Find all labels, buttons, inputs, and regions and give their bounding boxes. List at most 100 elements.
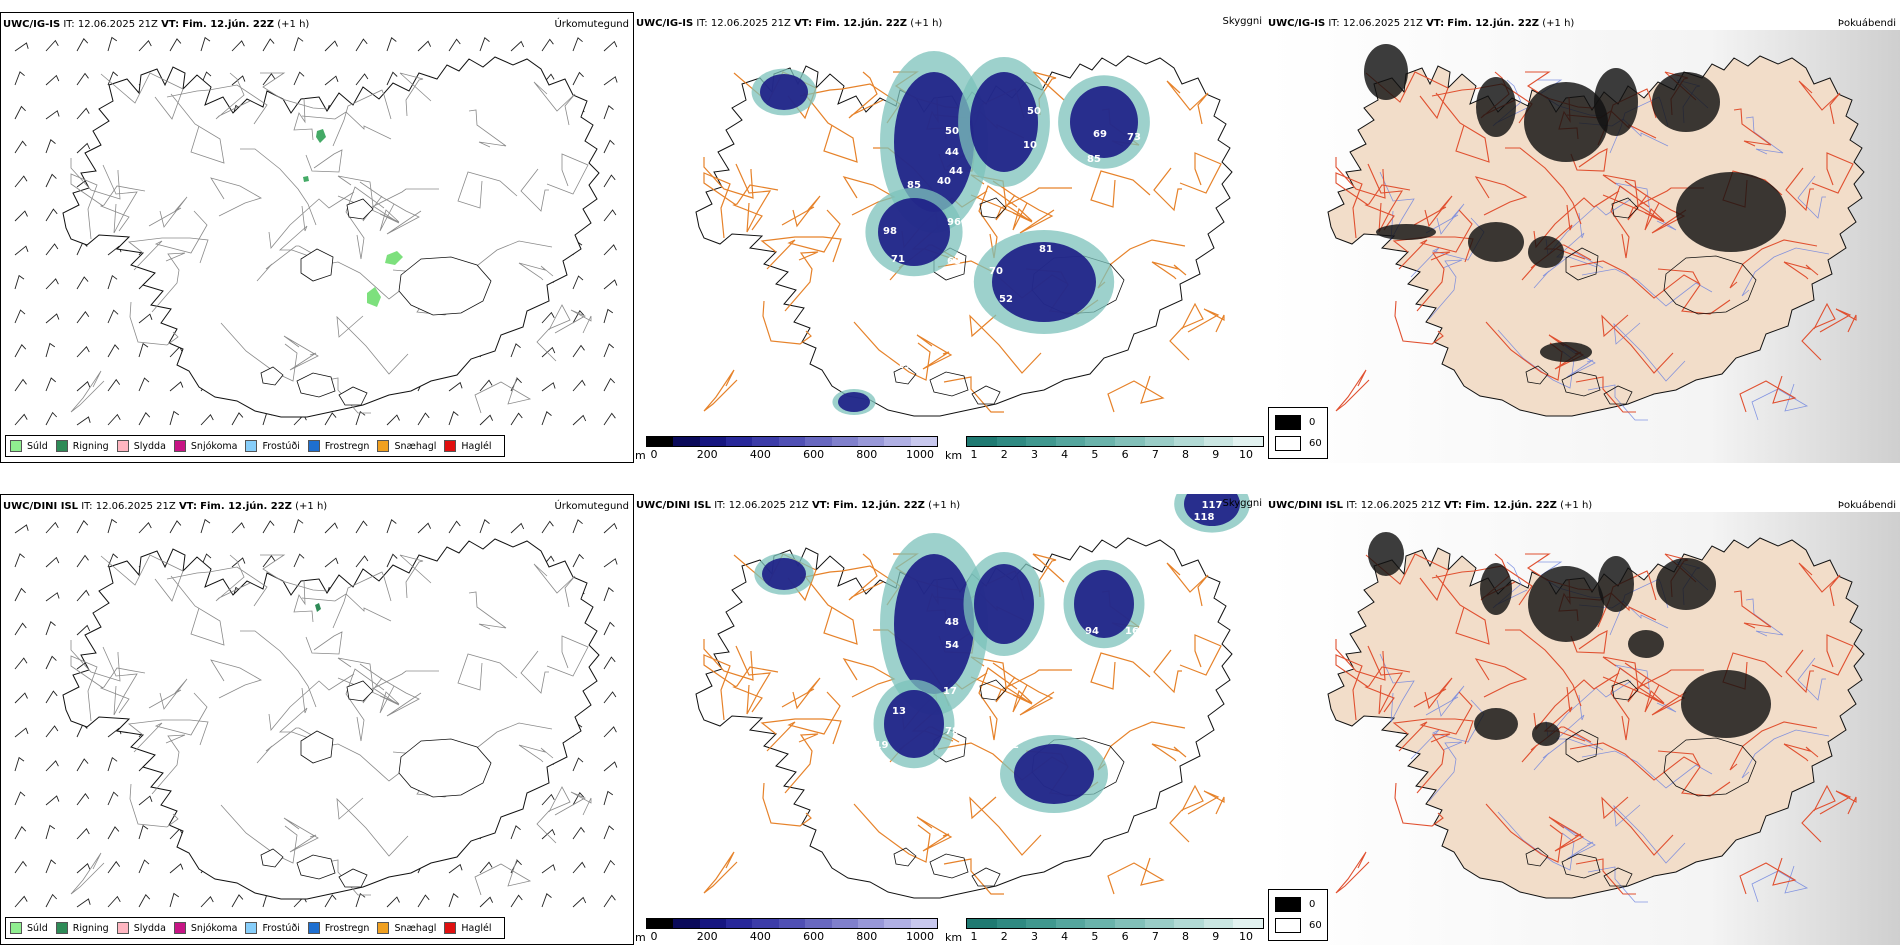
precip-legend: Súld Rigning Slydda Snjókoma Frostúði Frostre…	[5, 435, 505, 457]
colorbar-tick: 9	[1212, 448, 1220, 461]
road	[359, 663, 422, 717]
road	[781, 677, 821, 710]
cloud-base-label: 85	[907, 180, 921, 191]
cloud-base-field	[762, 558, 806, 590]
wind-barb	[417, 40, 432, 52]
road	[70, 370, 105, 413]
wind-barb	[107, 791, 119, 806]
colorbar-cell	[884, 437, 911, 446]
colorbar-tick: 1000	[906, 448, 934, 461]
wind-barb	[386, 896, 400, 908]
wind-barb	[45, 377, 56, 392]
road	[1367, 163, 1404, 233]
wind-barb	[603, 790, 614, 806]
road	[853, 803, 931, 863]
colorbar-tick: 3	[1030, 448, 1038, 461]
glacier-outline	[1603, 867, 1633, 887]
wind-barb	[448, 38, 461, 52]
panel-title: Þokuábendi	[1837, 18, 1896, 29]
cloud-base-label: 54	[945, 640, 959, 651]
colorbar-cell	[1144, 437, 1175, 446]
road	[943, 858, 1004, 895]
road	[703, 639, 754, 681]
wind-barb	[603, 894, 616, 908]
glacier-outline	[929, 371, 969, 397]
rain-area	[303, 176, 309, 182]
river	[1613, 322, 1686, 382]
road	[1811, 634, 1854, 676]
wind-barb	[293, 518, 304, 534]
road	[1729, 239, 1818, 289]
wind-barb	[603, 76, 618, 86]
road	[1657, 750, 1731, 797]
fog-index-field	[1528, 236, 1564, 268]
wind-barb	[262, 73, 276, 86]
road	[1505, 147, 1582, 225]
road	[969, 314, 1042, 374]
wind-barb	[479, 519, 490, 534]
colorbar-cell	[805, 919, 832, 928]
wind-barb	[572, 344, 585, 358]
road	[1602, 174, 1665, 223]
cloud-base-label: 44	[945, 147, 959, 158]
road	[99, 667, 146, 714]
cloud-panel-top: 50 44 44 40 85 96 98 71 88 63 70 52 69 73 85 50 10 81 19 U…	[634, 12, 1266, 463]
legend-swatch	[377, 440, 390, 452]
cloud-base-label: 50	[1027, 106, 1041, 117]
rain-area	[315, 603, 321, 612]
cloud-base-label: 40	[937, 176, 951, 187]
fog-index-field	[1598, 556, 1634, 612]
fog-index-field	[1476, 77, 1516, 137]
river	[1741, 729, 1830, 779]
road	[1602, 656, 1665, 705]
glacier-outline	[300, 730, 334, 764]
glacier-outline	[296, 372, 336, 398]
legend-label: Súld	[27, 440, 48, 452]
cloud-base-field	[1014, 744, 1094, 804]
road	[293, 579, 314, 623]
fog-index-field	[1474, 708, 1518, 740]
glacier-outline	[1565, 247, 1599, 281]
glacier-outline	[398, 256, 492, 316]
colorbar-cell	[831, 919, 858, 928]
colorbar-cell	[752, 919, 779, 928]
road	[995, 669, 1072, 703]
glacier-outline	[1663, 255, 1757, 315]
visibility-colorbar: km 1 2 3 4 5 6 7 8 9 10	[944, 436, 1266, 462]
colorbar-cell	[831, 437, 858, 446]
colorbar-cell	[1174, 437, 1204, 446]
road	[781, 195, 821, 228]
wind-barb	[479, 414, 494, 426]
cloud-base-field	[1070, 86, 1138, 158]
wind-barb	[45, 139, 56, 154]
wind-barb	[541, 793, 555, 806]
fog-swatch-60	[1275, 436, 1301, 451]
wind-barb	[572, 37, 583, 52]
cloud-base-label: 52	[999, 294, 1013, 305]
road	[784, 733, 819, 794]
wind-barb	[572, 861, 586, 874]
road	[1090, 170, 1151, 208]
wind-barb	[510, 40, 525, 52]
road	[399, 554, 432, 599]
wind-barb	[603, 105, 614, 120]
fog-index-field	[1376, 224, 1436, 240]
cloud-base-label: 44	[949, 166, 963, 177]
road	[215, 72, 251, 120]
colorbar-cell	[1026, 437, 1056, 446]
wind-barb	[14, 71, 25, 86]
wind-barb	[603, 656, 616, 670]
road	[359, 181, 422, 235]
legend-swatch	[116, 922, 129, 934]
legend-swatch	[444, 922, 457, 934]
wind-barb	[45, 278, 59, 290]
river	[1555, 212, 1598, 268]
wind-barb	[572, 553, 584, 568]
wind-barb	[107, 274, 118, 290]
wind-barb	[448, 893, 459, 908]
cloud-base-label: 118	[1194, 512, 1215, 523]
glacier-outline	[346, 680, 374, 702]
legend-label: Snjókoma	[190, 922, 238, 934]
